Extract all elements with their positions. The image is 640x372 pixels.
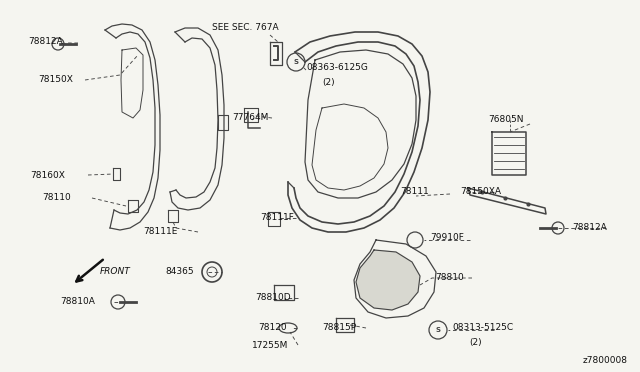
Text: 08363-6125G: 08363-6125G xyxy=(306,64,368,73)
Text: (2): (2) xyxy=(322,77,335,87)
Text: 79910F: 79910F xyxy=(430,234,464,243)
Text: 77764M: 77764M xyxy=(232,113,268,122)
Text: (2): (2) xyxy=(469,339,482,347)
Text: 78812A: 78812A xyxy=(572,224,607,232)
Text: 78810: 78810 xyxy=(435,273,464,282)
Text: 76805N: 76805N xyxy=(488,115,524,125)
Text: 78812A: 78812A xyxy=(28,38,63,46)
Text: 78111E: 78111E xyxy=(143,228,177,237)
Text: S: S xyxy=(294,59,298,65)
Text: 78120: 78120 xyxy=(258,324,287,333)
Text: 78150XA: 78150XA xyxy=(460,187,501,196)
Text: z7800008: z7800008 xyxy=(583,356,628,365)
Text: SEE SEC. 767A: SEE SEC. 767A xyxy=(212,23,278,32)
Text: 78110: 78110 xyxy=(42,193,71,202)
Text: 78815P: 78815P xyxy=(322,324,356,333)
Text: 78810A: 78810A xyxy=(60,298,95,307)
Text: S: S xyxy=(435,327,440,333)
Text: FRONT: FRONT xyxy=(100,267,131,276)
Text: 78111: 78111 xyxy=(400,187,429,196)
Text: 08313-5125C: 08313-5125C xyxy=(452,324,513,333)
Text: 78810D: 78810D xyxy=(255,294,291,302)
Text: 78150X: 78150X xyxy=(38,76,73,84)
Text: 78111F: 78111F xyxy=(260,214,294,222)
Polygon shape xyxy=(356,250,420,310)
Text: 84365: 84365 xyxy=(165,267,194,276)
Text: 78160X: 78160X xyxy=(30,170,65,180)
Text: 17255M: 17255M xyxy=(252,340,289,350)
